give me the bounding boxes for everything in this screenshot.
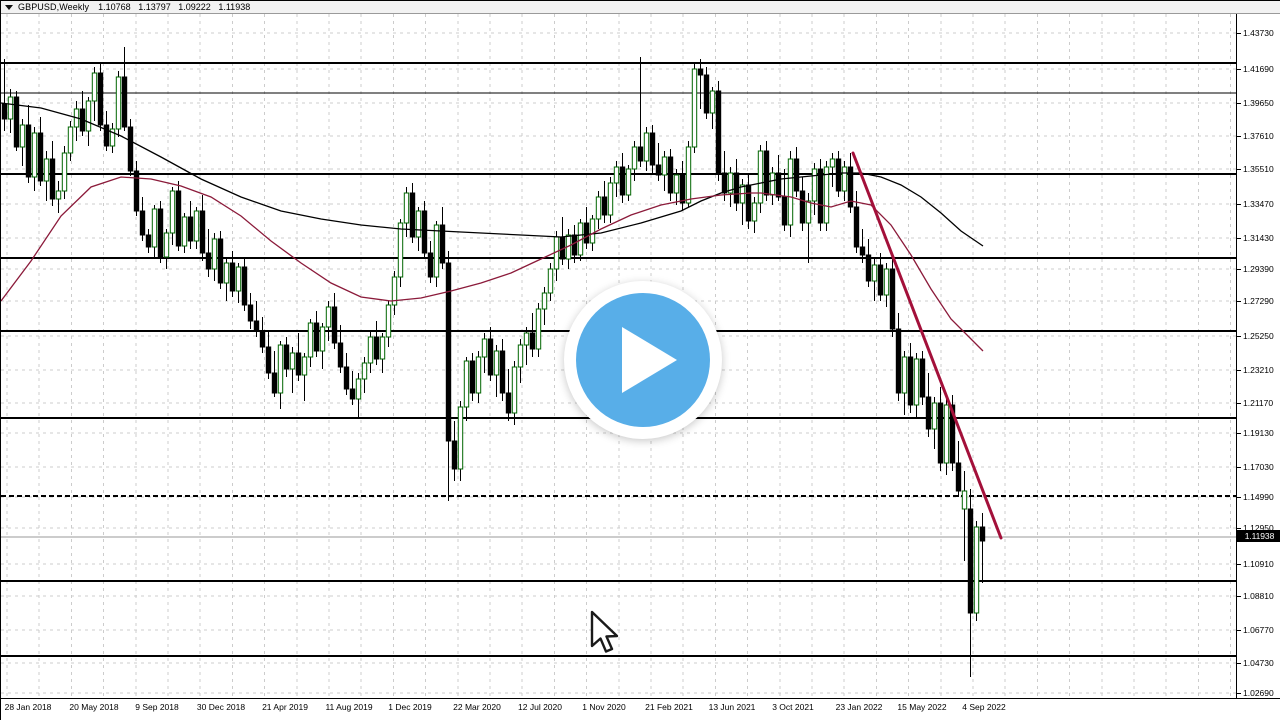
price-tick: 1.06770 xyxy=(1237,625,1280,636)
time-tick: 1 Dec 2019 xyxy=(388,702,432,712)
time-tick: 21 Feb 2021 xyxy=(645,702,693,712)
price-tick: 1.12950 xyxy=(1237,523,1280,534)
ohlc-values: 1.10768 1.13797 1.09222 1.11938 xyxy=(98,2,255,12)
time-tick: 9 Sep 2018 xyxy=(135,702,179,712)
time-tick: 3 Oct 2021 xyxy=(772,702,814,712)
ohlc-low: 1.09222 xyxy=(178,2,211,12)
chart-plot-area[interactable] xyxy=(1,14,1236,698)
price-tick: 1.19130 xyxy=(1237,428,1280,439)
time-tick: 15 May 2022 xyxy=(897,702,947,712)
price-tick: 1.39650 xyxy=(1237,98,1280,109)
price-tick: 1.02690 xyxy=(1237,688,1280,698)
price-tick: 1.29390 xyxy=(1237,264,1280,275)
price-tick: 1.10910 xyxy=(1237,559,1280,570)
price-tick: 1.31430 xyxy=(1237,233,1280,244)
caret-down-icon[interactable] xyxy=(5,4,13,10)
play-icon xyxy=(576,293,710,427)
price-tick: 1.33470 xyxy=(1237,199,1280,210)
time-tick: 11 Aug 2019 xyxy=(325,702,373,712)
price-tick: 1.21170 xyxy=(1237,398,1280,409)
play-button[interactable] xyxy=(564,281,722,439)
symbol-label: GBPUSD,Weekly xyxy=(18,2,90,12)
arrow-cursor-icon xyxy=(590,610,619,653)
candlestick-chart xyxy=(1,14,1236,698)
price-tick: 1.37610 xyxy=(1237,131,1280,142)
price-tick: 1.17030 xyxy=(1237,462,1280,473)
price-tick: 1.14990 xyxy=(1237,492,1280,503)
ohlc-open: 1.10768 xyxy=(98,2,131,12)
time-tick: 28 Jan 2018 xyxy=(4,702,52,712)
price-tick: 1.35510 xyxy=(1237,164,1280,175)
time-tick: 13 Jun 2021 xyxy=(708,702,756,712)
time-tick: 21 Apr 2019 xyxy=(262,702,308,712)
price-tick: 1.43730 xyxy=(1237,28,1280,39)
ohlc-high: 1.13797 xyxy=(138,2,171,12)
price-tick: 1.41690 xyxy=(1237,64,1280,75)
time-tick: 1 Nov 2020 xyxy=(582,702,626,712)
price-tick: 1.27290 xyxy=(1237,296,1280,307)
time-tick: 30 Dec 2018 xyxy=(196,702,246,712)
time-tick: 4 Sep 2022 xyxy=(962,702,1006,712)
time-tick: 20 May 2018 xyxy=(69,702,119,712)
ohlc-close: 1.11938 xyxy=(218,2,251,12)
time-scale[interactable]: 28 Jan 2018 20 May 2018 9 Sep 2018 30 Dec 2… xyxy=(1,698,1280,720)
time-tick: 23 Jan 2022 xyxy=(835,702,883,712)
price-tick: 1.23210 xyxy=(1237,365,1280,376)
current-price-label: 1.11938 xyxy=(1237,530,1280,542)
price-scale[interactable]: 1.43730 1.41690 1.39650 1.37610 1.35510 1.334… xyxy=(1236,14,1280,698)
chart-title-bar: GBPUSD,Weekly 1.10768 1.13797 1.09222 1.… xyxy=(1,1,1280,14)
price-tick: 1.25250 xyxy=(1237,331,1280,342)
price-tick: 1.04730 xyxy=(1237,658,1280,669)
price-tick: 1.08810 xyxy=(1237,591,1280,602)
time-tick: 12 Jul 2020 xyxy=(518,702,562,712)
play-triangle-icon xyxy=(622,327,677,393)
time-tick: 22 Mar 2020 xyxy=(453,702,501,712)
